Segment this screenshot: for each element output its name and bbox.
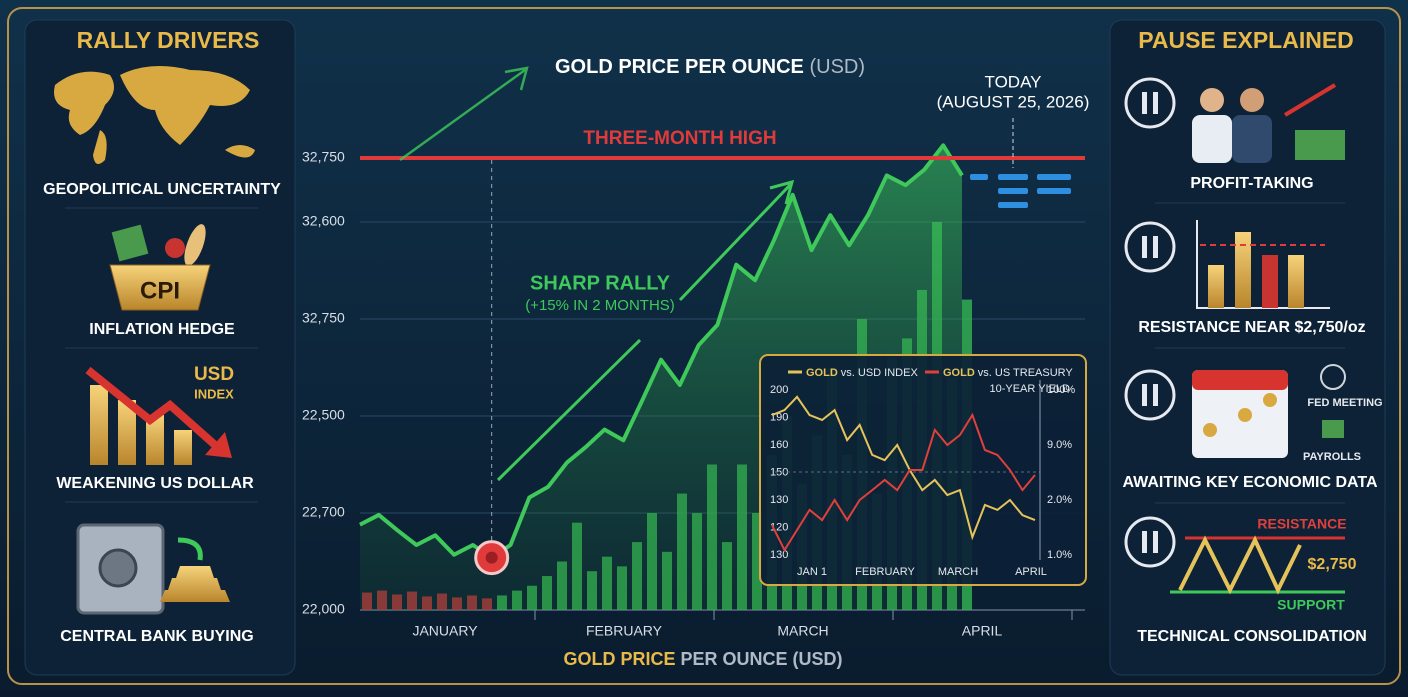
x-tick-label: MARCH — [777, 623, 828, 639]
annotation: (AUGUST 25, 2026) — [937, 92, 1090, 111]
main-chart: 22,000 22,700 22,500 32,750 32,600 32,750 THRE… — [302, 56, 1089, 668]
today-bars — [970, 174, 988, 180]
title-unit: (USD) — [809, 56, 865, 78]
legend-entry: GOLD vs. USD INDEX — [806, 367, 918, 379]
traders-icon — [1192, 83, 1345, 163]
legend-text: vs. US TREASURY — [978, 367, 1074, 379]
world-map-icon — [54, 66, 255, 164]
icon-text: RESISTANCE — [1257, 516, 1346, 532]
x-tick-label: JANUARY — [412, 623, 478, 639]
basket-icon — [109, 224, 211, 311]
resistance-icon — [1196, 220, 1330, 309]
today-bars — [998, 188, 1028, 194]
inset-y-label: 150 — [770, 466, 788, 478]
legend-text: vs. USD INDEX — [841, 367, 919, 379]
pause-icons — [1124, 77, 1176, 568]
inset-y-label: 200 — [770, 384, 788, 396]
item-label: RESISTANCE NEAR $2,750/oz — [1138, 319, 1365, 336]
item-label: TECHNICAL CONSOLIDATION — [1137, 628, 1367, 645]
x-label-gold: GOLD PRICE — [563, 649, 675, 669]
vault-icon — [76, 523, 230, 615]
consolidation-icon — [1170, 535, 1345, 595]
x-label-rest: PER OUNCE (USD) — [681, 649, 843, 669]
icon-text: FED MEETING — [1307, 397, 1382, 409]
today-bars — [998, 202, 1028, 208]
x-tick-label: APRIL — [962, 623, 1003, 639]
icon-text: PAYROLLS — [1303, 451, 1361, 463]
inset-y2-label: 100% — [1047, 384, 1075, 396]
y-tick-label: 32,750 — [302, 310, 345, 326]
item-label: INFLATION HEDGE — [89, 321, 235, 338]
legend-text: 10-YEAR YIELD — [989, 383, 1070, 395]
inset-y2-label: 1.0% — [1047, 549, 1072, 561]
item-label: PROFIT-TAKING — [1190, 175, 1313, 192]
title-main: GOLD PRICE PER OUNCE — [555, 56, 804, 78]
inset-y2-label: 9.0% — [1047, 439, 1072, 451]
y-tick-label: 22,500 — [302, 407, 345, 423]
x-tick-label: FEBRUARY — [586, 623, 663, 639]
icon-text: USD — [194, 364, 234, 385]
inset-y-label: 130 — [770, 549, 788, 561]
inset-y-label: 160 — [770, 439, 788, 451]
icon-text: INDEX — [194, 386, 234, 401]
low-marker-core — [485, 551, 498, 564]
today-bars — [1037, 174, 1071, 180]
rally-arrow — [678, 179, 795, 302]
y-tick-label: 32,750 — [302, 149, 345, 165]
inset-x-label: FEBRUARY — [855, 566, 915, 578]
dollar-icon — [85, 366, 232, 465]
y-tick-label: 22,000 — [302, 601, 345, 617]
chart-title: GOLD PRICE PER OUNCE (USD) — [555, 56, 865, 78]
item-label: GEOPOLITICAL UNCERTAINTY — [43, 181, 281, 198]
icon-text: $2,750 — [1308, 556, 1357, 573]
y-tick-label: 32,600 — [302, 213, 345, 229]
inset-x-label: JAN 1 — [797, 566, 827, 578]
icon-text: SUPPORT — [1277, 597, 1345, 613]
inset-line — [771, 395, 1036, 541]
panel-title: RALLY DRIVERS — [77, 27, 260, 53]
calendar-icon — [1192, 364, 1346, 458]
item-label: WEAKENING US DOLLAR — [56, 475, 254, 492]
annotation: (+15% IN 2 MONTHS) — [525, 297, 675, 314]
inset-x-label: MARCH — [938, 566, 978, 578]
y-tick-label: 22,700 — [302, 504, 345, 520]
legend-entry: GOLD vs. US TREASURY — [943, 367, 1073, 379]
decor-arrow — [399, 66, 529, 162]
inset-y2-label: 2.0% — [1047, 494, 1072, 506]
item-label: CENTRAL BANK BUYING — [60, 628, 253, 645]
today-bars — [1037, 188, 1071, 194]
item-label: AWAITING KEY ECONOMIC DATA — [1122, 474, 1378, 491]
icon-text: CPI — [140, 277, 180, 304]
frame — [7, 7, 1401, 685]
price-line — [359, 143, 964, 560]
annotation: SHARP RALLY — [530, 272, 671, 294]
high-line-label: THREE-MONTH HIGH — [583, 128, 776, 149]
inset-y-label: 130 — [770, 494, 788, 506]
panel-title: PAUSE EXPLAINED — [1138, 27, 1354, 53]
inset-x-label: APRIL — [1015, 566, 1047, 578]
legend-series: GOLD — [806, 367, 838, 379]
x-axis-label: GOLD PRICE PER OUNCE (USD) — [563, 649, 842, 669]
legend-series: GOLD — [943, 367, 975, 379]
annotation: TODAY — [985, 72, 1042, 91]
today-bars — [998, 174, 1028, 180]
inset-line — [771, 412, 1036, 553]
rally-arrow — [496, 338, 642, 482]
pause-bars — [1142, 92, 1158, 553]
